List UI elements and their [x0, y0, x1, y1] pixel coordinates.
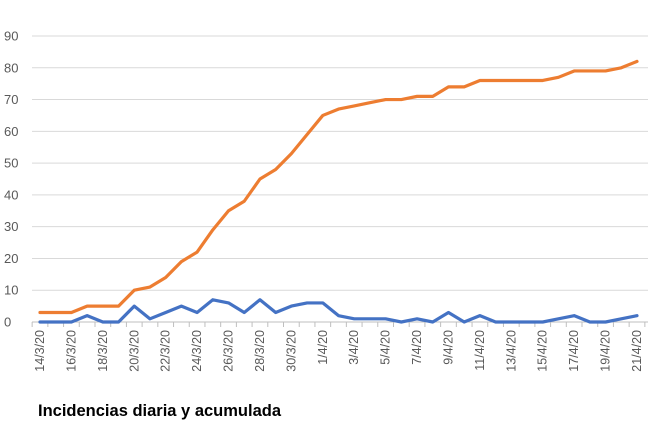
x-tick-label: 15/4/20 [536, 330, 550, 372]
x-tick-label: 17/4/20 [567, 330, 581, 372]
y-tick-label: 70 [4, 92, 18, 107]
y-tick-label: 10 [4, 283, 18, 298]
x-tick-label: 9/4/20 [441, 330, 455, 365]
series-lines [38, 59, 639, 324]
chart-caption: Incidencias diaria y acumulada [38, 402, 282, 420]
x-axis-ticks: 14/3/20 16/3/20 18/3/20 20/3/20 22/3/20 24/3/… [33, 330, 644, 372]
y-axis-ticks: 0 10 20 30 40 50 60 70 80 90 [4, 29, 18, 330]
y-tick-label: 0 [4, 315, 11, 330]
x-tick-label: 13/4/20 [504, 330, 518, 372]
x-tick-label: 26/3/20 [222, 330, 236, 372]
x-tick-label: 22/3/20 [159, 330, 173, 372]
series-line-2 [38, 59, 639, 315]
y-tick-label: 90 [4, 29, 18, 44]
x-tick-label: 1/4/20 [316, 330, 330, 365]
x-axis-tick-marks [31, 322, 646, 327]
x-tick-label: 19/4/20 [599, 330, 613, 372]
x-tick-label: 7/4/20 [410, 330, 424, 365]
x-tick-label: 21/4/20 [630, 330, 644, 372]
x-tick-label: 5/4/20 [379, 330, 393, 365]
x-tick-label: 3/4/20 [347, 330, 361, 365]
y-tick-label: 80 [4, 60, 18, 75]
x-tick-label: 28/3/20 [253, 330, 267, 372]
y-tick-label: 40 [4, 187, 18, 202]
y-tick-label: 30 [4, 219, 18, 234]
x-tick-label: 20/3/20 [127, 330, 141, 372]
x-tick-label: 30/3/20 [284, 330, 298, 372]
y-tick-label: 50 [4, 156, 18, 171]
y-tick-label: 20 [4, 251, 18, 266]
x-tick-label: 16/3/20 [64, 330, 78, 372]
x-tick-label: 24/3/20 [190, 330, 204, 372]
y-tick-label: 60 [4, 124, 18, 139]
x-tick-label: 11/4/20 [473, 330, 487, 371]
series-line-1 [38, 298, 639, 324]
x-tick-label: 18/3/20 [96, 330, 110, 372]
x-tick-label: 14/3/20 [33, 330, 47, 372]
